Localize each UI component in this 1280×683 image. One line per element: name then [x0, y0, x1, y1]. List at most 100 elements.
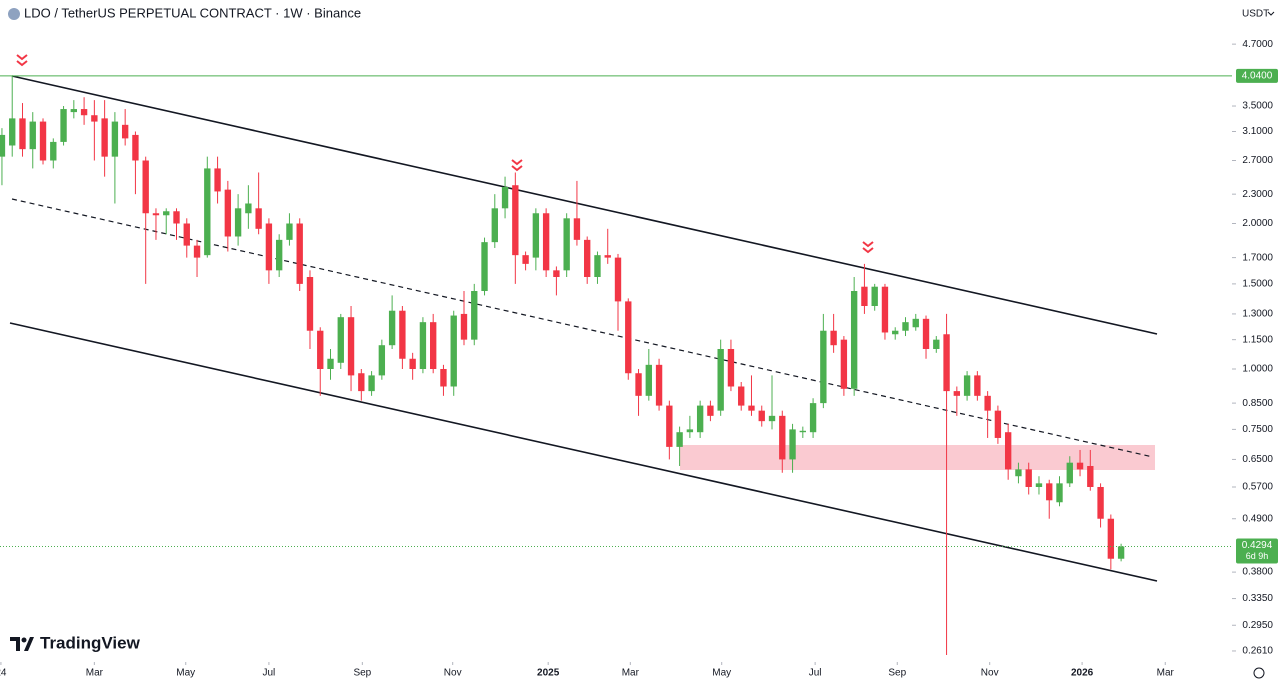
candle-body	[789, 429, 796, 460]
channel-bottom	[9, 322, 1158, 582]
candle-body	[430, 322, 437, 369]
y-tick-label: 3.1000	[1242, 126, 1273, 137]
y-tick-label: 4.7000	[1242, 39, 1273, 50]
x-tick-label: Sep	[888, 668, 906, 679]
x-tick-label: Jul	[809, 668, 822, 679]
candle-body	[871, 286, 878, 307]
candle-body	[70, 109, 78, 113]
candle-body	[1097, 486, 1104, 519]
header: LDO / TetherUS PERPETUAL CONTRACT · 1W ·…	[8, 5, 1275, 20]
candle-body	[727, 348, 735, 387]
x-tick-label: Jul	[263, 668, 276, 679]
y-tick-label: 0.2610	[1242, 646, 1273, 657]
candle-body	[409, 358, 416, 369]
candle-body	[460, 313, 468, 340]
candle-body	[892, 330, 899, 335]
candle-body	[861, 286, 868, 307]
candle-body	[1025, 469, 1032, 487]
candle-body	[676, 432, 683, 447]
candle-body	[779, 415, 786, 460]
candle-body	[471, 291, 478, 340]
candle-body	[1117, 546, 1125, 559]
x-tick-label: May	[176, 668, 195, 679]
candle-body	[655, 364, 663, 406]
y-tick-label: 0.3800	[1242, 567, 1273, 578]
candle-body	[830, 330, 837, 346]
candle-body	[512, 185, 519, 256]
logo-dot	[21, 637, 27, 643]
y-tick-label: 1.7000	[1242, 252, 1273, 263]
candle-body	[953, 391, 961, 396]
candle-body	[1015, 469, 1022, 477]
symbol-icon	[8, 8, 20, 20]
candle-body	[317, 330, 324, 369]
candle-body	[245, 203, 252, 214]
candle-body	[809, 403, 817, 433]
candle-body	[522, 255, 529, 264]
candle-body	[758, 410, 765, 422]
drawings	[9, 54, 1158, 582]
plot	[0, 75, 1232, 656]
y-tick-label: 0.5700	[1242, 482, 1273, 493]
candle-body	[306, 277, 314, 331]
candle-body	[1004, 432, 1012, 470]
candle-body	[594, 255, 601, 278]
y-tick-label: 0.8500	[1242, 398, 1273, 409]
x-tick-label: Mar	[86, 668, 104, 679]
candle-body	[1107, 518, 1115, 559]
candle-body	[29, 121, 36, 150]
candle-body	[1066, 462, 1073, 484]
candle-body	[532, 213, 540, 258]
candle-body	[707, 405, 714, 416]
y-tick-label: 2.3000	[1242, 189, 1273, 200]
candle-body	[111, 121, 119, 157]
candle-body	[121, 124, 129, 139]
candle-body	[0, 134, 6, 157]
candle-body	[368, 375, 375, 392]
candle-body	[224, 189, 232, 237]
logo	[10, 637, 34, 651]
candle-body	[183, 223, 190, 246]
candle-body	[327, 358, 334, 369]
candle-body	[296, 223, 303, 284]
candle-body	[1087, 465, 1094, 487]
candle-body	[696, 405, 704, 433]
candle-body	[491, 208, 498, 243]
candle-body	[604, 255, 611, 258]
markers	[16, 54, 874, 254]
x-tick-label: Mar	[622, 668, 640, 679]
x-tick-label: 2025	[537, 668, 560, 679]
candle-body	[501, 186, 509, 209]
zone	[680, 445, 1155, 470]
level-label: 4.0400	[1242, 71, 1273, 82]
watermark-text: TradingView	[40, 633, 141, 652]
y-tick-label: 0.2950	[1242, 620, 1273, 631]
candle-body	[399, 310, 406, 359]
channel-mid	[11, 198, 1154, 458]
candle-body	[152, 213, 160, 216]
x-tick-label: Sep	[353, 668, 371, 679]
settings-icon[interactable]	[1253, 667, 1265, 679]
candle-body	[1076, 462, 1084, 470]
settings[interactable]	[1253, 667, 1265, 679]
candle-body	[255, 208, 262, 229]
candle-body	[912, 318, 919, 328]
currency-caret[interactable]	[1267, 11, 1275, 16]
candle-body	[39, 121, 47, 161]
x-tick-label: Nov	[981, 668, 999, 679]
candle-body	[101, 118, 108, 157]
candle-body	[573, 218, 581, 240]
x-tick-label: Mar	[1157, 668, 1175, 679]
candle-body	[142, 160, 149, 214]
candle-body	[635, 373, 642, 396]
currency[interactable]: USDT	[1242, 9, 1269, 20]
marker	[511, 159, 523, 172]
candle-body	[378, 345, 386, 376]
chart-title: LDO / TetherUS PERPETUAL CONTRACT · 1W ·…	[24, 5, 361, 20]
candle-body	[214, 168, 221, 192]
y-tick-label: 0.4900	[1242, 513, 1273, 524]
candle-body	[984, 395, 991, 411]
x-tick-label: 24	[0, 668, 7, 679]
candle-body	[204, 168, 211, 256]
